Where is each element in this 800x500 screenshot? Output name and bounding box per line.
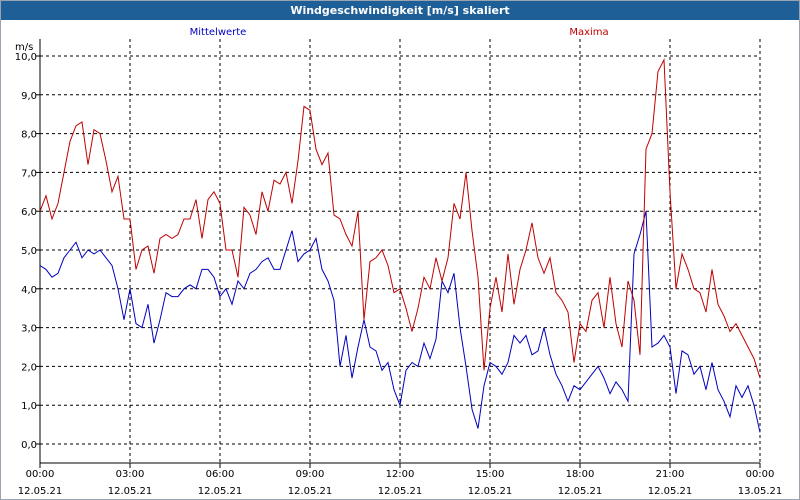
y-tick-label: 8,0 [21,130,37,141]
y-tick-label: 10,0 [15,52,37,63]
x-tick-date: 12.05.21 [288,486,333,497]
x-tick-time: 12:00 [386,469,415,480]
y-tick-label: 1,0 [21,401,37,412]
x-tick-date: 12.05.21 [378,486,423,497]
x-tick-date: 12.05.21 [558,486,603,497]
y-tick-label: 4,0 [21,285,37,296]
x-tick-time: 18:00 [566,469,595,480]
window-title: Windgeschwindigkeit [m/s] skaliert [1,1,799,20]
y-tick-label: 7,0 [21,168,37,179]
y-tick-label: 9,0 [21,91,37,102]
x-tick-time: 21:00 [656,469,685,480]
legend-item-maxima: Maxima [569,27,608,38]
x-tick-date: 12.05.21 [648,486,693,497]
x-tick-date: 12.05.21 [198,486,243,497]
series-line-maxima [39,58,761,379]
axes [36,39,761,468]
y-axis-label: m/s [15,42,33,53]
x-tick-time: 03:00 [116,469,145,480]
legend: Mittelwerte Maxima [190,27,609,38]
y-tick-labels: 0,0 1,0 2,0 3,0 4,0 5,0 6,0 7,0 8,0 9,0 10,0 [15,52,37,451]
x-tick-time: 06:00 [206,469,235,480]
chart-canvas: 0,0 1,0 2,0 3,0 4,0 5,0 6,0 7,0 8,0 9,0 10,0 00:00… [15,27,783,497]
grid-lines [39,39,761,463]
x-tick-time: 00:00 [746,469,775,480]
y-tick-label: 6,0 [21,207,37,218]
x-tick-labels: 00:00 12.05.21 03:00 12.05.21 06:00 12.05.21 0… [18,469,783,497]
x-tick-date: 12.05.21 [468,486,513,497]
series-lines [39,58,761,433]
y-tick-label: 2,0 [21,362,37,373]
x-tick-date: 12.05.21 [18,486,63,497]
series-line-mittelwerte [39,211,761,433]
y-tick-label: 3,0 [21,324,37,335]
x-tick-date: 13.05.21 [738,486,783,497]
x-tick-time: 15:00 [476,469,505,480]
x-tick-time: 09:00 [296,469,325,480]
legend-item-mittelwerte: Mittelwerte [190,27,247,38]
y-tick-label: 5,0 [21,246,37,257]
x-tick-time: 00:00 [26,469,55,480]
x-tick-date: 12.05.21 [108,486,153,497]
y-tick-label: 0,0 [21,440,37,451]
